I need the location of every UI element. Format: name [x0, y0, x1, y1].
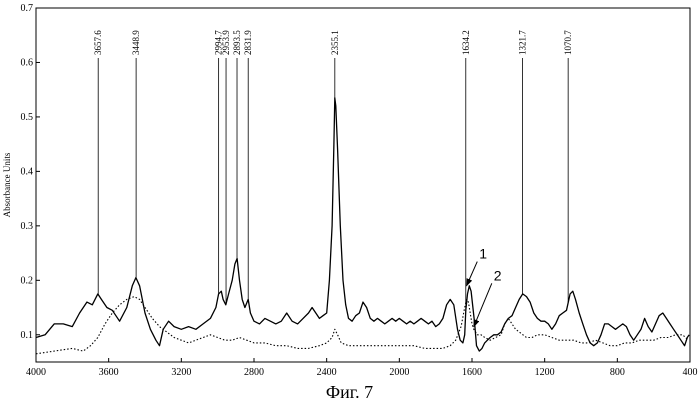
curve-label-1: 1 — [479, 246, 487, 262]
curve-label-2: 2 — [494, 267, 502, 283]
y-tick-label: 0.6 — [21, 57, 34, 68]
x-tick-label: 1200 — [535, 367, 555, 378]
plot-border — [36, 8, 690, 362]
peak-label: 2355.1 — [330, 30, 340, 55]
x-tick-label: 800 — [610, 367, 625, 378]
peak-label: 2831.9 — [243, 30, 253, 55]
y-tick-label: 0.1 — [21, 330, 34, 341]
x-axis: 4000 3600 3200 2800 2400 2000 1600 1200 800 400 — [26, 358, 698, 378]
x-tick-label: 1600 — [462, 367, 482, 378]
x-tick-label: 2800 — [244, 367, 264, 378]
curve-arrow-2 — [474, 283, 492, 326]
x-tick-label: 3200 — [171, 367, 191, 378]
series-layer — [36, 98, 689, 354]
y-tick-label: 0.7 — [21, 3, 34, 14]
x-tick-label: 3600 — [99, 367, 119, 378]
series-1-line — [36, 98, 689, 351]
peak-label: 2953.9 — [221, 30, 231, 55]
figure-caption: Фиг. 7 — [0, 382, 699, 403]
peak-label: 2893.5 — [232, 30, 242, 55]
y-axis-label: Absorbance Units — [2, 152, 12, 217]
peak-label: 3448.9 — [131, 30, 141, 55]
y-axis: 0.1 0.2 0.3 0.4 0.5 0.6 0.7 — [21, 3, 41, 341]
y-tick-label: 0.2 — [21, 275, 34, 286]
curve-arrow-1 — [467, 262, 478, 286]
curve-labels: 12 — [467, 246, 502, 327]
peak-label: 1070.7 — [563, 30, 573, 55]
y-tick-label: 0.5 — [21, 112, 34, 123]
x-tick-label: 400 — [683, 367, 698, 378]
x-tick-label: 4000 — [26, 367, 46, 378]
x-tick-label: 2000 — [389, 367, 409, 378]
y-tick-label: 0.3 — [21, 221, 34, 232]
plot-frame — [36, 8, 690, 362]
y-tick-label: 0.4 — [21, 166, 34, 177]
peak-label: 1634.2 — [461, 30, 471, 55]
peak-label: 1321.7 — [518, 30, 528, 55]
peak-label: 3657.6 — [93, 30, 103, 55]
x-tick-label: 2400 — [317, 367, 337, 378]
